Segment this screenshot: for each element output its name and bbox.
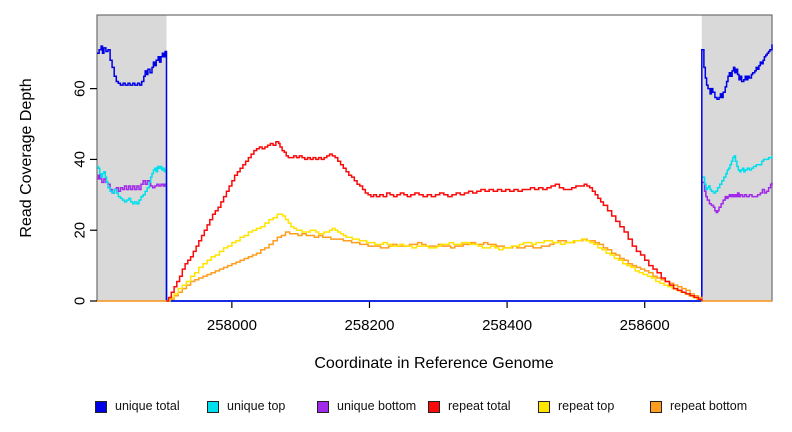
- highlight-regions: [97, 15, 772, 301]
- series-repeat-top-line: [166, 213, 703, 302]
- x-tick-label-1: 258200: [344, 317, 394, 334]
- chart-legend: unique total unique top unique bottom re…: [0, 400, 792, 418]
- legend-item-unique-bottom: unique bottom: [317, 400, 416, 413]
- y-tick-label-1: 20: [72, 222, 89, 239]
- y-tick-label-0: 0: [72, 297, 89, 305]
- legend-item-repeat-total: repeat total: [428, 400, 511, 413]
- plot-box: [96, 14, 773, 302]
- legend-item-unique-total: unique total: [95, 400, 180, 413]
- legend-swatch-repeat-bottom: [650, 400, 662, 413]
- legend-item-unique-top: unique top: [207, 400, 285, 413]
- x-axis-title: Coordinate in Reference Genome: [314, 355, 553, 372]
- legend-label: unique bottom: [337, 399, 417, 413]
- highlight-region-right: [701, 15, 772, 301]
- series-unique-total-line: [97, 44, 773, 302]
- legend-label: unique top: [227, 399, 286, 413]
- legend-label: unique total: [115, 399, 180, 413]
- x-tick-label-2: 258400: [482, 317, 532, 334]
- legend-label: repeat bottom: [670, 399, 748, 413]
- legend-label: repeat total: [448, 399, 511, 413]
- legend-swatch-unique-bottom: [317, 400, 329, 413]
- legend-swatch-repeat-top: [538, 400, 550, 413]
- y-axis-title: Read Coverage Depth: [18, 78, 35, 237]
- legend-item-repeat-top: repeat top: [538, 400, 614, 413]
- legend-label: repeat top: [558, 399, 615, 413]
- series-repeat-total-line: [166, 140, 703, 302]
- legend-swatch-repeat-total: [428, 400, 440, 413]
- legend-swatch-unique-top: [207, 400, 219, 413]
- y-tick-label-3: 60: [72, 80, 89, 97]
- legend-item-repeat-bottom: repeat bottom: [650, 400, 747, 413]
- series-unique-bottom-line: [97, 174, 773, 302]
- axis-ticks: [90, 88, 646, 308]
- x-tick-label-3: 258600: [620, 317, 670, 334]
- highlight-region-left: [97, 15, 167, 301]
- x-tick-label-0: 258000: [207, 317, 257, 334]
- series-layer: [97, 44, 773, 302]
- y-tick-label-2: 40: [72, 151, 89, 168]
- legend-swatch-unique-total: [95, 400, 107, 413]
